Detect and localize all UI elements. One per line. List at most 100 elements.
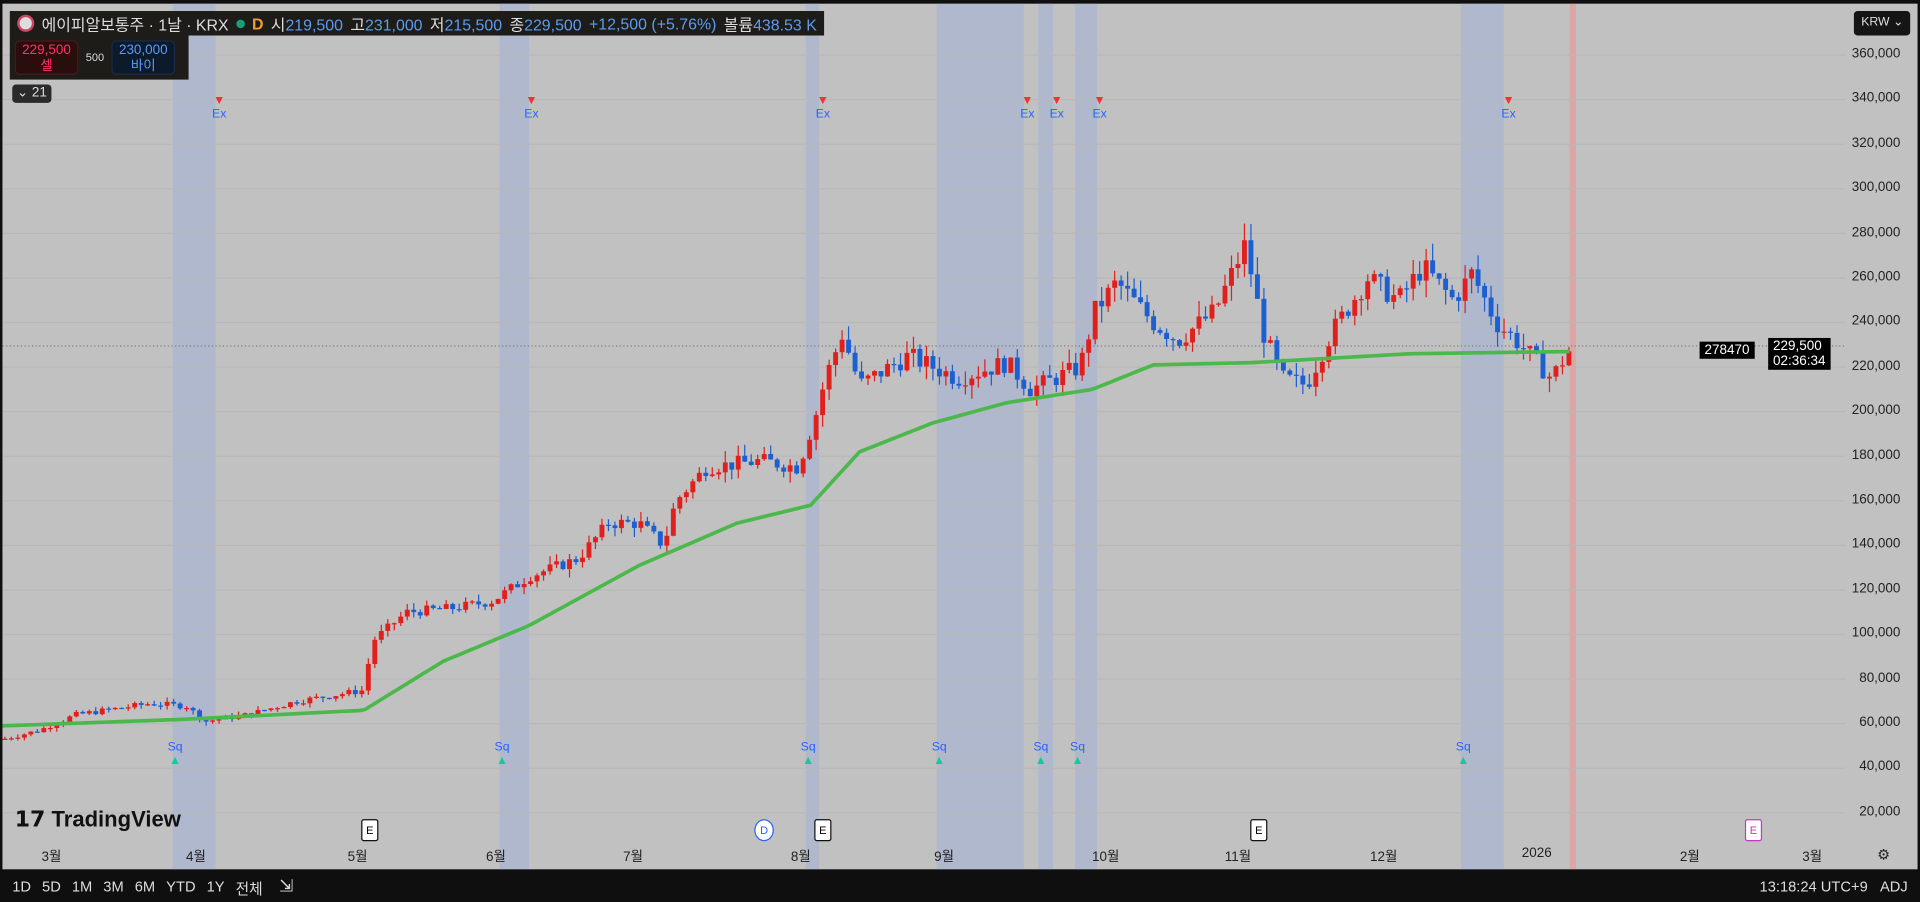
candle-body [988, 371, 994, 375]
candle-body [1138, 297, 1144, 303]
event-marker-earnings[interactable]: E [361, 819, 379, 842]
triangle-up-icon: ▲ [933, 754, 946, 768]
ex-dividend-marker[interactable]: ▼ Ex [1092, 94, 1106, 121]
ex-dividend-marker[interactable]: ▼ Ex [1501, 94, 1515, 121]
currency-button[interactable]: KRW ⌄ [1853, 11, 1911, 36]
triangle-down-icon: ▼ [816, 94, 829, 108]
range-button[interactable]: 1D [12, 877, 32, 896]
candle-body [1339, 311, 1345, 319]
candle-body [476, 601, 482, 605]
last-price-label: 229,500 02:36:34 [1768, 337, 1831, 370]
candle-body [15, 737, 21, 739]
squeeze-marker[interactable]: Sq ▲ [495, 741, 510, 768]
range-button[interactable]: YTD [166, 877, 196, 896]
candle-body [99, 708, 105, 715]
candle-body [482, 604, 488, 607]
event-marker-earnings[interactable]: E [1744, 819, 1763, 842]
time-tick: 4월 [185, 849, 206, 865]
candle-body [1436, 273, 1442, 279]
candle-body [495, 598, 501, 604]
candle-body [1365, 281, 1371, 300]
goto-date-icon[interactable]: ⇲ [279, 875, 294, 896]
squeeze-marker[interactable]: Sq ▲ [932, 741, 947, 768]
candle-body [86, 711, 92, 714]
squeeze-marker[interactable]: Sq ▲ [168, 741, 183, 768]
candle-body [430, 605, 436, 609]
ex-dividend-marker[interactable]: ▼ Ex [816, 94, 830, 121]
range-button[interactable]: 1M [71, 877, 93, 896]
logo-text: TradingView [51, 806, 181, 832]
candle-body [67, 716, 73, 722]
candle-body [268, 708, 274, 711]
candle-body [1449, 289, 1455, 298]
time-tick: 2월 [1679, 849, 1700, 865]
candle-body [437, 608, 443, 610]
volume-value: 438.53 K [753, 15, 817, 34]
settings-gear-icon[interactable]: ⚙ [1877, 846, 1891, 864]
candle-body [949, 371, 955, 384]
candle-body [164, 701, 170, 706]
candle-body [184, 707, 190, 710]
candle-body [1417, 273, 1423, 281]
range-button[interactable]: 5D [42, 877, 61, 896]
candle-body [288, 702, 293, 707]
candle-body [21, 734, 27, 738]
candle-body [573, 559, 579, 563]
candle-body [599, 524, 605, 538]
squeeze-marker[interactable]: Sq ▲ [1456, 741, 1471, 768]
candle-body [443, 604, 449, 609]
candle-body [657, 531, 663, 546]
squeeze-marker[interactable]: Sq ▲ [1033, 741, 1048, 768]
candle-body [508, 584, 514, 591]
candle-body [391, 623, 397, 625]
market-status-icon [236, 18, 245, 28]
candle-body [359, 690, 365, 695]
chart-area[interactable]: 에이피알보통주 · 1날 · KRX D 시219,500 고231,000 저… [2, 3, 1918, 870]
ex-dividend-marker[interactable]: ▼ Ex [1050, 94, 1064, 121]
high-value: 231,000 [364, 15, 423, 34]
symbol-title[interactable]: 에이피알보통주 · 1날 · KRX [41, 15, 229, 34]
ex-dividend-marker[interactable]: ▼ Ex [524, 94, 538, 121]
range-button[interactable]: 6M [134, 877, 156, 896]
candle-body [1203, 316, 1208, 319]
range-button[interactable]: 3M [103, 877, 124, 896]
price-chart[interactable] [2, 3, 1917, 870]
time-tick: 6월 [485, 849, 506, 865]
range-button[interactable]: 전체 [235, 880, 263, 898]
event-marker-earnings[interactable]: E [814, 819, 832, 842]
candle-body [1144, 302, 1150, 317]
candle-body [878, 371, 884, 377]
ex-dividend-marker[interactable]: ▼ Ex [1020, 94, 1034, 121]
candle-body [307, 697, 313, 704]
highlight-band [499, 3, 529, 870]
event-marker-earnings[interactable]: E [1250, 819, 1268, 842]
buy-button[interactable]: 230,000 바이 [111, 40, 176, 75]
symbol-logo-icon [17, 14, 35, 32]
candle-body [670, 508, 676, 536]
ex-label: Ex [1020, 107, 1035, 122]
tradingview-logo[interactable]: 𝟭𝟳 TradingView [14, 806, 181, 832]
squeeze-marker[interactable]: Sq ▲ [1070, 741, 1085, 768]
triangle-up-icon: ▲ [1071, 754, 1084, 768]
indicator-count: 21 [31, 85, 47, 101]
ex-dividend-marker[interactable]: ▼ Ex [212, 94, 226, 121]
last-price: 229,500 [1773, 339, 1822, 354]
candle-body [936, 368, 942, 377]
candle-body [528, 581, 534, 584]
range-button[interactable]: 1Y [206, 877, 225, 896]
price-tick: 100,000 [1851, 625, 1901, 641]
indicator-toggle-button[interactable]: ⌄ 21 [12, 84, 52, 103]
candle-body [969, 378, 975, 386]
candle-body [1034, 385, 1040, 397]
squeeze-marker[interactable]: Sq ▲ [801, 741, 816, 768]
time-tick: 3월 [1802, 849, 1823, 865]
candle-body [1229, 268, 1234, 286]
candle-body [852, 352, 858, 372]
candle-body [716, 472, 722, 475]
candle-body [424, 605, 430, 616]
adj-toggle[interactable]: ADJ [1879, 877, 1908, 896]
sell-button[interactable]: 229,500 셀 [14, 40, 79, 75]
candle-body [846, 339, 852, 353]
event-marker-dividend[interactable]: D [754, 819, 774, 842]
clock[interactable]: 13:18:24 UTC+9 [1759, 877, 1868, 896]
